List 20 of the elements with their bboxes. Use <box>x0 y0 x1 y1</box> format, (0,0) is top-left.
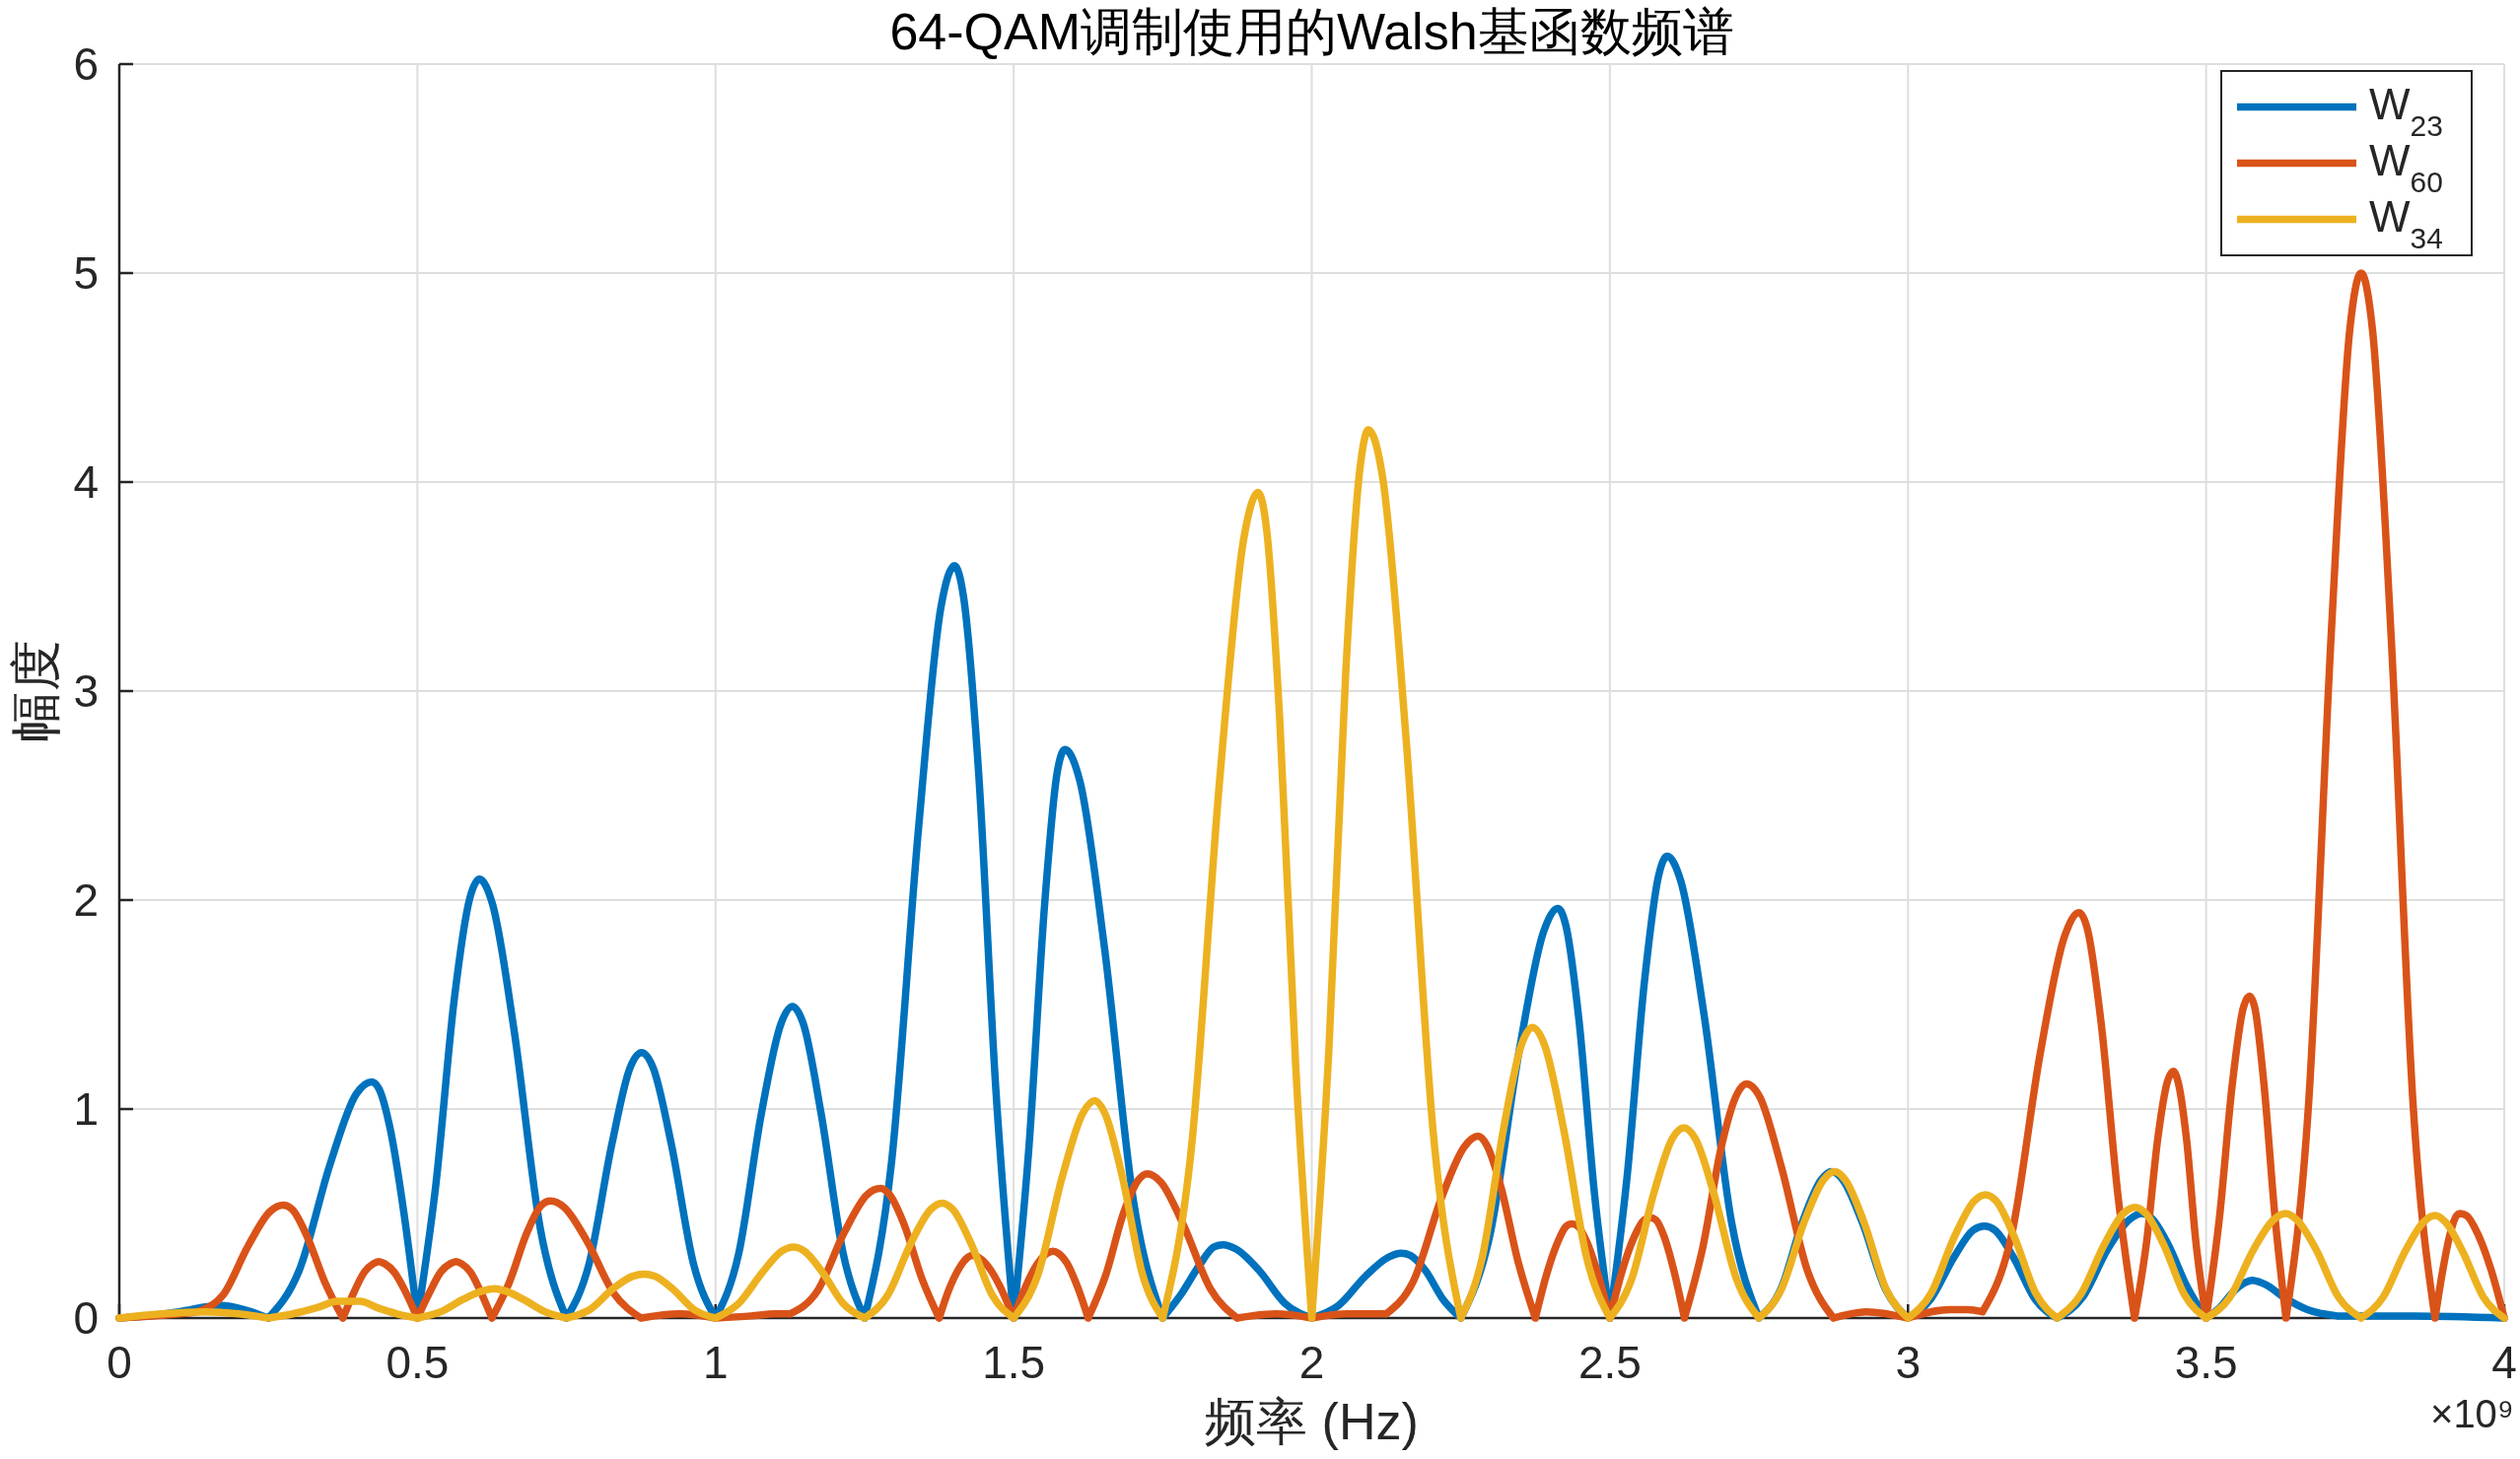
y-tick-label: 6 <box>73 38 99 90</box>
x-tick-label: 1.5 <box>982 1337 1046 1388</box>
chart-title: 64-QAM调制使用的Walsh基函数频谱 <box>889 3 1734 60</box>
x-tick-label: 0.5 <box>385 1337 450 1388</box>
text: ×10⁹ <box>2430 1392 2514 1435</box>
y-tick-label: 1 <box>73 1083 99 1135</box>
x-axis-title: 频率 (Hz) <box>1205 1393 1419 1450</box>
y-tick-label: 0 <box>73 1292 99 1344</box>
x-tick-label: 4 <box>2491 1337 2517 1388</box>
x-tick-label: 3.5 <box>2174 1337 2238 1388</box>
y-tick-label: 2 <box>73 874 99 926</box>
x-tick-label: 2.5 <box>1577 1337 1642 1388</box>
x-tick-label: 1 <box>702 1337 729 1388</box>
y-tick-label: 4 <box>73 456 99 508</box>
y-tick-label: 5 <box>73 247 99 299</box>
x-tick-label: 3 <box>1895 1337 1922 1388</box>
y-tick-label: 3 <box>73 665 99 717</box>
y-axis-title: 幅度 <box>7 640 64 742</box>
x-tick-label: 2 <box>1298 1337 1325 1388</box>
x-tick-label: 0 <box>106 1337 132 1388</box>
